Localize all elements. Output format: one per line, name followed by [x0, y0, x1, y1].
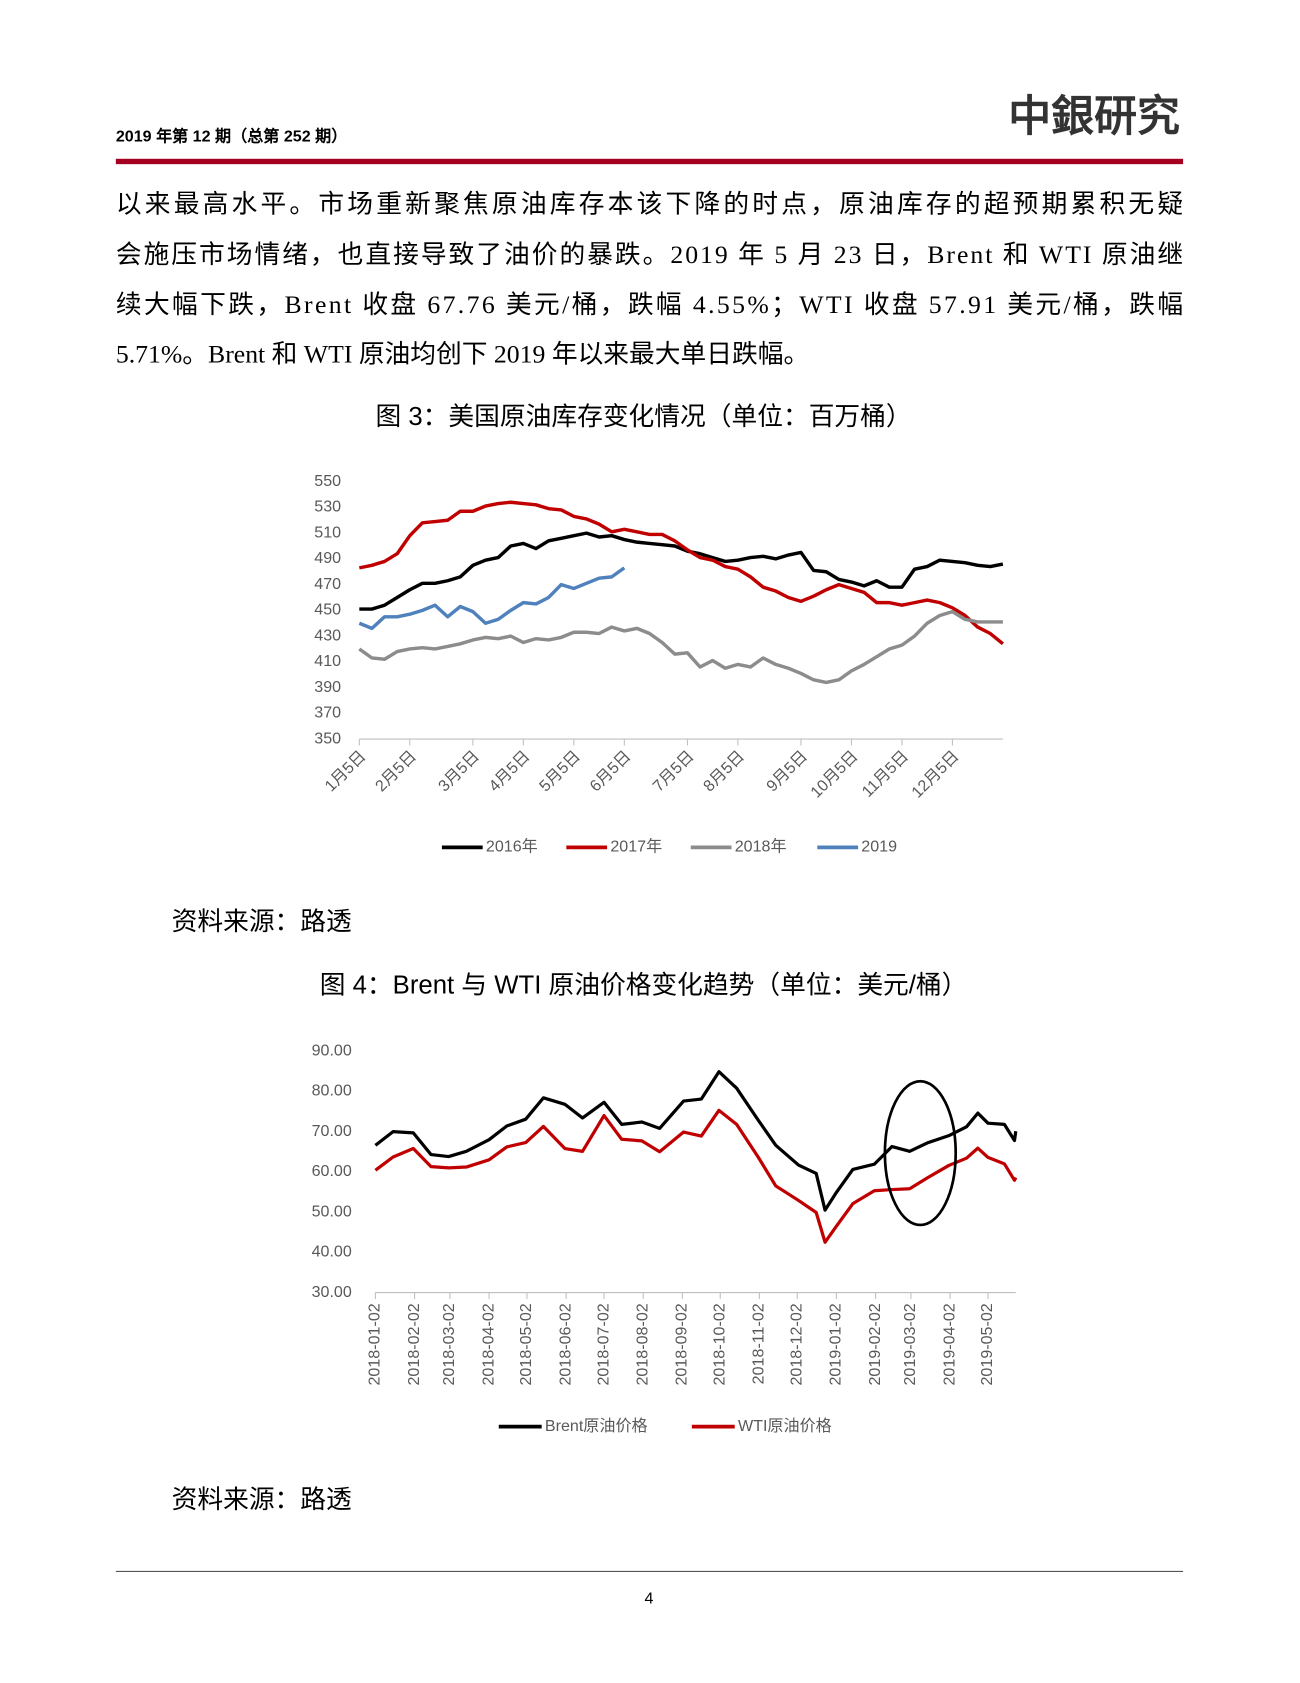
x-tick-label: 2018-05-02	[517, 1303, 535, 1385]
x-tick-label: 11月5日	[858, 747, 912, 801]
x-tick-label: 8月5日	[700, 747, 748, 795]
x-tick-label: 10月5日	[807, 747, 861, 801]
y-tick-label: 450	[314, 601, 341, 619]
y-tick-label: 80.00	[312, 1082, 352, 1100]
y-tick-label: 490	[314, 549, 341, 567]
x-tick-label: 2018-11-02	[750, 1303, 768, 1384]
x-tick-label: 1月5日	[321, 747, 369, 795]
y-tick-label: 370	[314, 704, 341, 722]
y-tick-label: 60.00	[312, 1162, 352, 1180]
x-tick-label: 2018-09-02	[673, 1303, 691, 1385]
legend-label: 2016年	[486, 838, 538, 856]
x-tick-label: 2018-02-02	[405, 1303, 423, 1385]
body-line: 会施压市场情绪，也直接导致了油价的暴跌。2019 年 5 月 23 日，Bren…	[116, 240, 1183, 269]
y-tick-label: 350	[314, 729, 341, 747]
x-tick-label: 5月5日	[536, 747, 584, 795]
x-tick-label: 2018-06-02	[556, 1303, 574, 1385]
logo: 中銀研究	[1008, 93, 1180, 141]
y-tick-label: 390	[314, 678, 341, 696]
x-tick-label: 2018-08-02	[633, 1303, 651, 1385]
y-tick-label: 30.00	[312, 1283, 352, 1301]
y-tick-label: 470	[314, 575, 341, 593]
y-tick-label: 50.00	[312, 1202, 352, 1220]
series-line	[358, 566, 626, 631]
legend-label: 2017年	[610, 838, 662, 856]
figure-caption: 图 3：美国原油库存变化情况（单位：百万桶）	[375, 402, 911, 431]
series-line	[374, 1108, 1018, 1244]
figure-caption: 图 4：Brent 与 WTI 原油价格变化趋势（单位：美元/桶）	[320, 970, 968, 999]
x-tick-label: 2018-04-02	[479, 1303, 497, 1385]
x-tick-label: 2018-07-02	[594, 1303, 612, 1385]
series-line	[374, 1070, 1018, 1212]
x-tick-label: 9月5日	[763, 747, 811, 795]
body-line: 续大幅下跌，Brent 收盘 67.76 美元/桶，跌幅 4.55%；WTI 收…	[116, 290, 1183, 319]
x-tick-label: 2018-03-02	[440, 1303, 458, 1385]
page-number: 4	[644, 1590, 653, 1608]
series-line	[358, 609, 1003, 685]
y-tick-label: 70.00	[312, 1122, 352, 1140]
y-tick-label: 90.00	[312, 1041, 352, 1059]
x-tick-label: 2018-01-02	[366, 1303, 384, 1385]
x-tick-label: 2018-12-02	[788, 1303, 806, 1385]
issue: 2019 年第 12 期（总第 252 期）	[116, 127, 347, 146]
x-tick-label: 12月5日	[908, 747, 962, 801]
x-tick-label: 2019-04-02	[940, 1303, 958, 1385]
x-tick-label: 6月5日	[586, 747, 634, 795]
source: 资料来源：路透	[172, 1485, 352, 1514]
body-line: 5.71%。Brent 和 WTI 原油均创下 2019 年以来最大单日跌幅。	[116, 340, 809, 369]
series-line	[358, 500, 1004, 646]
x-tick-label: 2月5日	[372, 747, 420, 795]
x-tick-label: 7月5日	[649, 747, 697, 795]
x-tick-label: 2019-03-02	[901, 1303, 919, 1385]
annotation-ellipse	[883, 1079, 958, 1227]
legend-label: 2019	[861, 838, 897, 856]
body-line: 以来最高水平。市场重新聚焦原油库存本该下降的时点，原油库存的超预期累积无疑	[116, 189, 1183, 218]
y-tick-label: 410	[314, 652, 341, 670]
legend-label: 2018年	[735, 838, 787, 856]
x-tick-label: 2018-10-02	[710, 1303, 728, 1385]
y-tick-label: 510	[314, 523, 341, 541]
y-tick-label: 430	[314, 626, 341, 644]
y-tick-label: 530	[314, 498, 341, 516]
series-line	[359, 531, 1004, 611]
header-rule	[115, 158, 1184, 165]
source: 资料来源：路透	[172, 907, 352, 936]
x-tick-label: 3月5日	[435, 747, 483, 795]
x-tick-label: 4月5日	[485, 747, 533, 795]
x-tick-label: 2019-05-02	[978, 1303, 996, 1385]
legend-label: WTI原油价格	[738, 1417, 832, 1435]
x-tick-label: 2019-02-02	[866, 1303, 884, 1385]
y-tick-label: 550	[314, 472, 341, 490]
y-tick-label: 40.00	[312, 1243, 352, 1261]
x-tick-label: 2019-01-02	[827, 1303, 845, 1385]
legend-label: Brent原油价格	[545, 1417, 648, 1435]
